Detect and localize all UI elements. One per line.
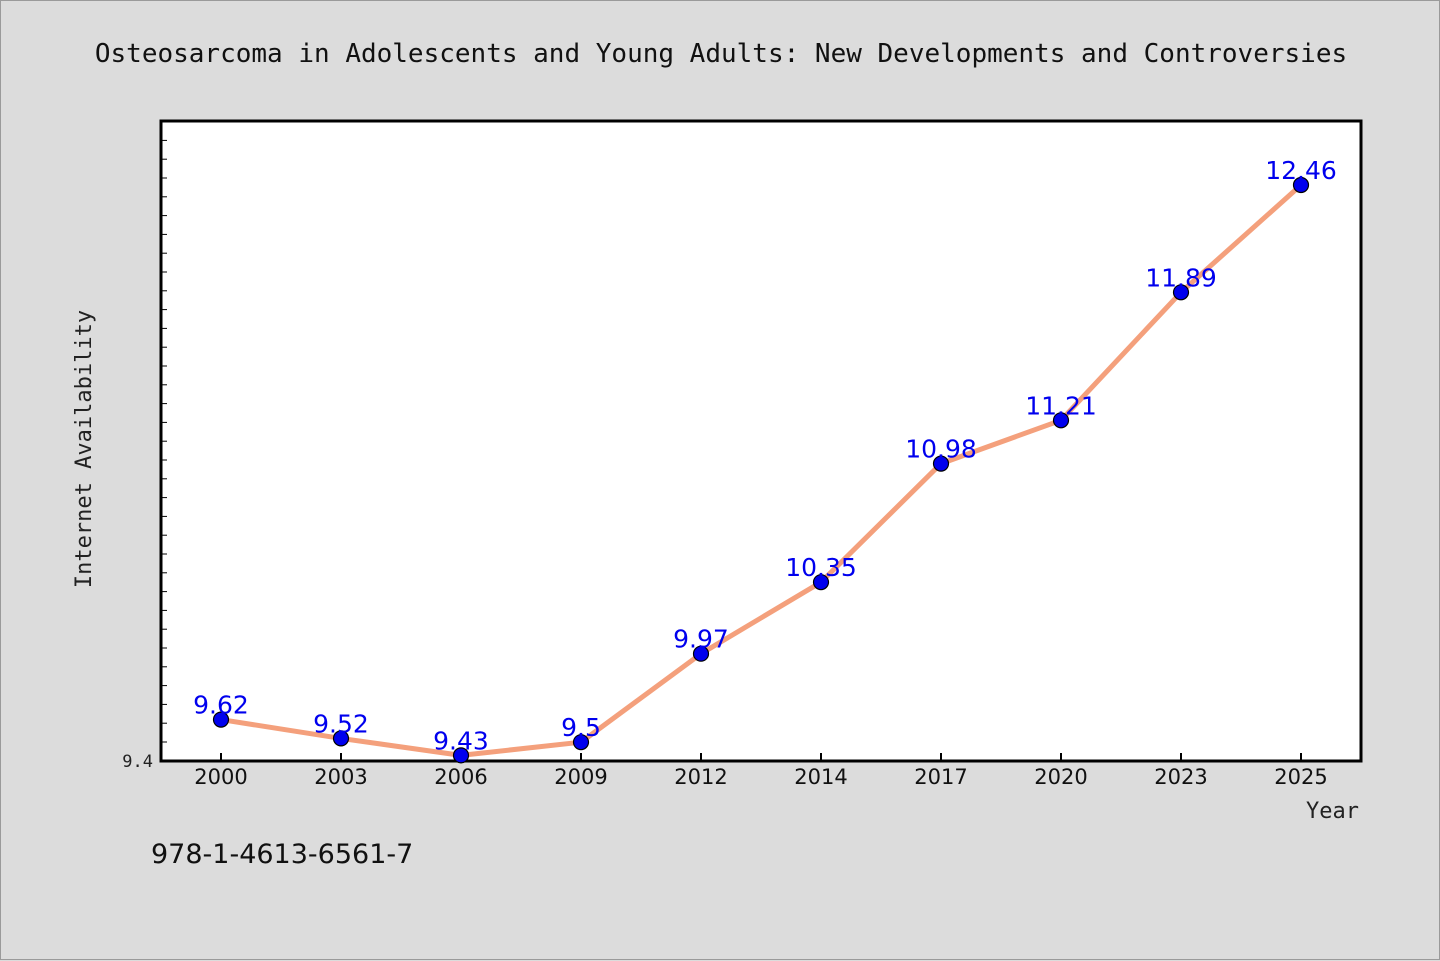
data-labels: 9.62 9.52 9.43 9.5 9.97 10.35 10.98 11.21 11.89 1… [193, 156, 1337, 755]
x-tick-label: 2003 [314, 765, 367, 789]
data-label: 9.97 [673, 625, 729, 654]
data-point [1172, 284, 1190, 301]
data-label: 10.35 [785, 553, 857, 582]
data-label: 10.98 [905, 435, 977, 464]
x-tick-label: 2020 [1034, 765, 1087, 789]
data-label: 9.52 [313, 709, 369, 738]
chart-title: Osteosarcoma in Adolescents and Young Ad… [95, 39, 1347, 69]
data-point [452, 747, 470, 764]
data-point [1292, 176, 1310, 194]
data-label: 9.5 [561, 713, 601, 742]
isbn-label: 978-1-4613-6561-7 [151, 839, 413, 870]
plot-area [159, 119, 1363, 763]
data-label: 11.89 [1145, 263, 1217, 292]
x-axis-title: Year [1306, 799, 1359, 824]
data-point [812, 574, 830, 591]
data-label: 11.21 [1025, 391, 1097, 420]
data-point [332, 730, 350, 747]
x-tick-label: 2014 [794, 765, 847, 789]
series-line [218, 182, 1304, 758]
x-tick-label: 2009 [554, 765, 607, 789]
data-point [932, 455, 950, 472]
x-tick-label: 2025 [1274, 765, 1327, 789]
data-point [692, 645, 710, 662]
data-label: 12.46 [1265, 156, 1337, 185]
data-label: 9.62 [193, 691, 249, 720]
y-axis-title: Internet Availability [72, 310, 97, 588]
data-label: 9.43 [433, 726, 489, 755]
data-point [1052, 412, 1070, 429]
x-tick-label: 2012 [674, 765, 727, 789]
data-point [212, 711, 230, 728]
y-minor-ticks [161, 139, 167, 743]
x-tick-label: 2023 [1154, 765, 1207, 789]
y-axis-ticks: 9.4 [122, 752, 153, 772]
x-tick-label: 2006 [434, 765, 487, 789]
y-tick-label: 9.4 [122, 752, 153, 772]
series-markers [212, 176, 1310, 764]
x-tick-label: 2017 [914, 765, 967, 789]
x-axis-ticks: 2000 2003 2006 2009 2012 2014 2017 2020 2023 2025 [194, 753, 1328, 789]
x-tick-label: 2000 [194, 765, 247, 789]
data-point [572, 734, 590, 751]
